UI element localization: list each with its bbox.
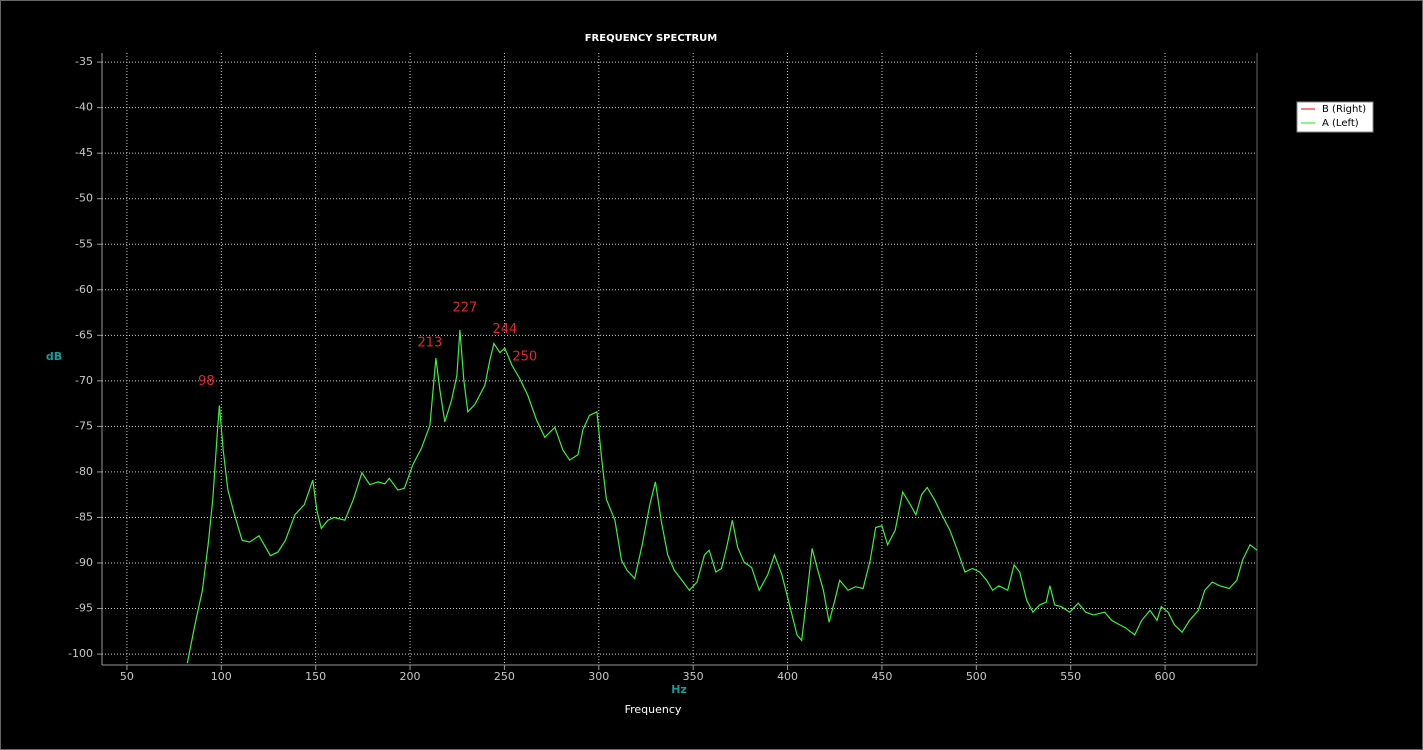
x-tick-label: 500 — [966, 670, 987, 683]
y-tick-label: -95 — [75, 602, 93, 615]
y-tick-label: -90 — [75, 556, 93, 569]
y-tick-label: -40 — [75, 101, 93, 114]
x-tick-label: 600 — [1155, 670, 1176, 683]
y-axis-label: dB — [46, 350, 62, 363]
x-unit-label: Hz — [671, 683, 687, 696]
y-tick-label: -80 — [75, 465, 93, 478]
legend-label: B (Right) — [1322, 104, 1366, 115]
chart-title: FREQUENCY SPECTRUM — [585, 33, 718, 44]
y-tick-label: -100 — [68, 647, 93, 660]
y-tick-label: -75 — [75, 419, 93, 432]
y-tick-label: -45 — [75, 146, 93, 159]
legend-label: A (Left) — [1322, 118, 1359, 129]
peak-label: 250 — [512, 350, 537, 365]
x-tick-label: 400 — [777, 670, 798, 683]
peak-label: 244 — [492, 322, 517, 337]
peak-label: 98 — [198, 374, 215, 389]
x-tick-label: 150 — [305, 670, 326, 683]
y-tick-label: -50 — [75, 192, 93, 205]
x-tick-label: 100 — [211, 670, 232, 683]
y-tick-label: -70 — [75, 374, 93, 387]
x-tick-label: 350 — [683, 670, 704, 683]
x-tick-label: 300 — [588, 670, 609, 683]
y-tick-label: -60 — [75, 283, 93, 296]
series-line — [186, 329, 1258, 664]
x-tick-label: 50 — [120, 670, 134, 683]
legend — [1296, 101, 1374, 133]
x-tick-label: 450 — [871, 670, 892, 683]
peak-label: 227 — [452, 300, 477, 315]
y-tick-label: -65 — [75, 328, 93, 341]
peak-label: 213 — [417, 336, 442, 351]
y-tick-label: -55 — [75, 237, 93, 250]
x-tick-label: 250 — [494, 670, 515, 683]
x-axis-label: Frequency — [625, 703, 682, 716]
y-tick-label: -35 — [75, 55, 93, 68]
x-tick-label: 550 — [1060, 670, 1081, 683]
x-tick-label: 200 — [400, 670, 421, 683]
y-tick-label: -85 — [75, 510, 93, 523]
